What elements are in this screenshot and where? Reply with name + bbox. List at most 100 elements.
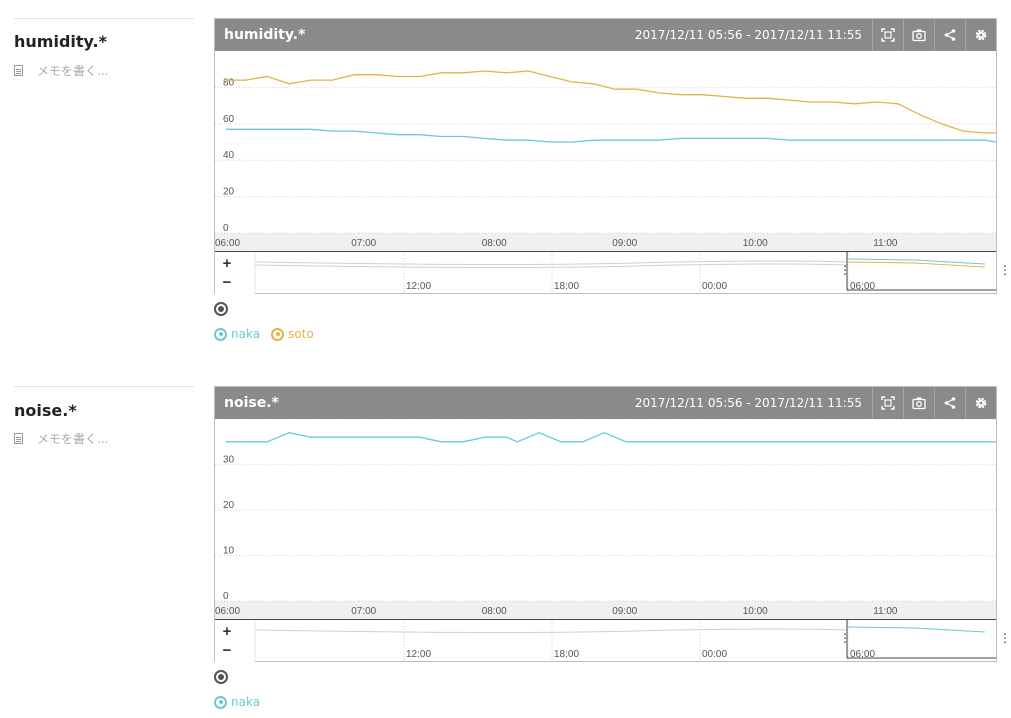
panel-title: noise.* [224,395,279,411]
x-tick-label: 11:00 [873,606,898,617]
share-button[interactable] [934,387,965,419]
x-tick-label: 08:00 [482,606,507,617]
x-axis-band [215,601,996,619]
series-toggle-radio[interactable] [214,670,228,684]
legend-label: soto [288,327,314,341]
x-tick-label: 07:00 [351,606,376,617]
x-tick-label: 11:00 [873,238,898,249]
zoom-in-button[interactable]: + [222,623,232,640]
panel-header: noise.* 2017/12/11 05:56 - 2017/12/11 11… [215,387,996,419]
legend-item-naka[interactable]: naka [214,695,260,709]
section-divider [14,386,194,387]
zoom-in-button[interactable]: + [222,255,232,272]
zoom-out-button[interactable]: − [222,274,232,291]
y-tick-label: 40 [223,150,235,161]
share-icon [944,397,956,409]
x-tick-label: 06:00 [215,238,240,249]
legend-dot-icon [214,327,227,341]
y-tick-label: 0 [223,223,229,234]
snapshot-button[interactable] [903,387,934,419]
navigator-trace [254,628,848,634]
series-line-naka [226,431,996,443]
legend-item-naka[interactable]: naka [214,327,260,341]
navigator-selection-frame [846,620,996,659]
settings-button[interactable] [965,387,996,419]
navigator-tick-label: 00:00 [702,649,727,660]
series-toggle-radio[interactable] [214,302,228,316]
document-icon [14,65,23,76]
y-tick-label: 0 [223,591,229,602]
humidity-chart-panel: humidity.* 2017/12/11 05:56 - 2017/12/11… [214,18,1011,294]
camera-icon [912,397,926,410]
y-tick-label: 20 [223,187,235,198]
navigator-tick-label: 00:00 [702,281,727,292]
y-tick-label: 60 [223,114,235,125]
x-tick-label: 10:00 [743,606,768,617]
line-chart: 0 10 20 30 40 06:00 07:00 08:00 09:00 10:00 11:00 [215,419,996,619]
panel-title: humidity.* [224,27,306,43]
navigator-trace [254,263,848,269]
snapshot-button[interactable] [903,19,934,51]
y-tick-label: 10 [223,546,235,557]
navigator-controls-bg [215,620,255,662]
legend: naka [214,695,271,709]
navigator-tick-label: 06:00 [850,281,875,292]
time-range: 2017/12/11 05:56 - 2017/12/11 11:55 [634,28,862,42]
zoom-out-button[interactable]: − [222,642,232,659]
humidity-section: humidity.* メモを書く... [14,18,194,79]
legend-dot-icon [214,695,227,709]
navigator-tick-label: 18:00 [554,281,579,292]
memo-field[interactable]: メモを書く... [14,62,108,79]
memo-placeholder: メモを書く... [37,64,109,78]
series-line-naka [226,128,996,143]
noise-chart-panel: noise.* 2017/12/11 05:56 - 2017/12/11 11… [214,386,1011,662]
section-title: noise.* [14,401,77,420]
fit-icon [881,396,895,410]
navigator-selected-trace [847,258,986,265]
y-tick-label: 20 [223,500,235,511]
memo-field[interactable]: メモを書く... [14,430,108,447]
document-icon [14,433,23,444]
share-button[interactable] [934,19,965,51]
y-tick-label: 80 [223,77,235,88]
legend-item-soto[interactable]: soto [271,327,314,341]
left-handle-icon[interactable]: ⋮ [839,263,851,277]
time-range: 2017/12/11 05:56 - 2017/12/11 11:55 [634,396,862,410]
legend-dot-icon [271,327,285,341]
x-tick-label: 10:00 [743,238,768,249]
x-axis-band [215,233,996,251]
fit-button[interactable] [872,387,903,419]
range-navigator[interactable]: 12:00 18:00 00:00 06:00 + − ⋮ ⋮ [215,251,1011,294]
chart-plot-area[interactable]: 0 10 20 30 40 06:00 07:00 08:00 09:00 10:00 11:00 [215,419,996,619]
range-navigator[interactable]: 12:00 18:00 00:00 06:00 + − ⋮ ⋮ [215,619,1011,662]
memo-placeholder: メモを書く... [37,432,109,446]
y-tick-label: 40 [223,419,235,420]
x-tick-label: 09:00 [612,606,637,617]
chart-plot-area[interactable]: 0 20 40 60 80 06:00 07:00 08:00 09:00 10:00 11:00 [215,51,996,251]
navigator-tick-label: 12:00 [406,649,431,660]
fit-button[interactable] [872,19,903,51]
navigator-overview: 12:00 18:00 00:00 06:00 [215,252,996,294]
navigator-trace [254,260,848,266]
navigator-selected-trace [847,626,986,633]
gear-icon [975,29,987,41]
series-line-soto [226,70,996,134]
left-handle-icon[interactable]: ⋮ [839,631,851,645]
section-title: humidity.* [14,32,107,51]
navigator-selected-trace [847,261,986,268]
right-handle-icon[interactable]: ⋮ [999,631,1011,645]
legend-label: naka [231,695,261,709]
section-divider [14,18,194,19]
share-icon [944,29,956,41]
legend: naka soto [214,327,325,341]
y-tick-label: 30 [223,455,235,466]
navigator-tick-label: 06:00 [850,649,875,660]
x-tick-label: 07:00 [351,238,376,249]
x-tick-label: 06:00 [215,606,240,617]
right-handle-icon[interactable]: ⋮ [999,263,1011,277]
settings-button[interactable] [965,19,996,51]
line-chart: 0 20 40 60 80 06:00 07:00 08:00 09:00 10:00 11:00 [215,70,996,251]
navigator-overview: 12:00 18:00 00:00 06:00 [215,620,996,662]
fit-icon [881,28,895,42]
legend-label: naka [231,327,261,341]
